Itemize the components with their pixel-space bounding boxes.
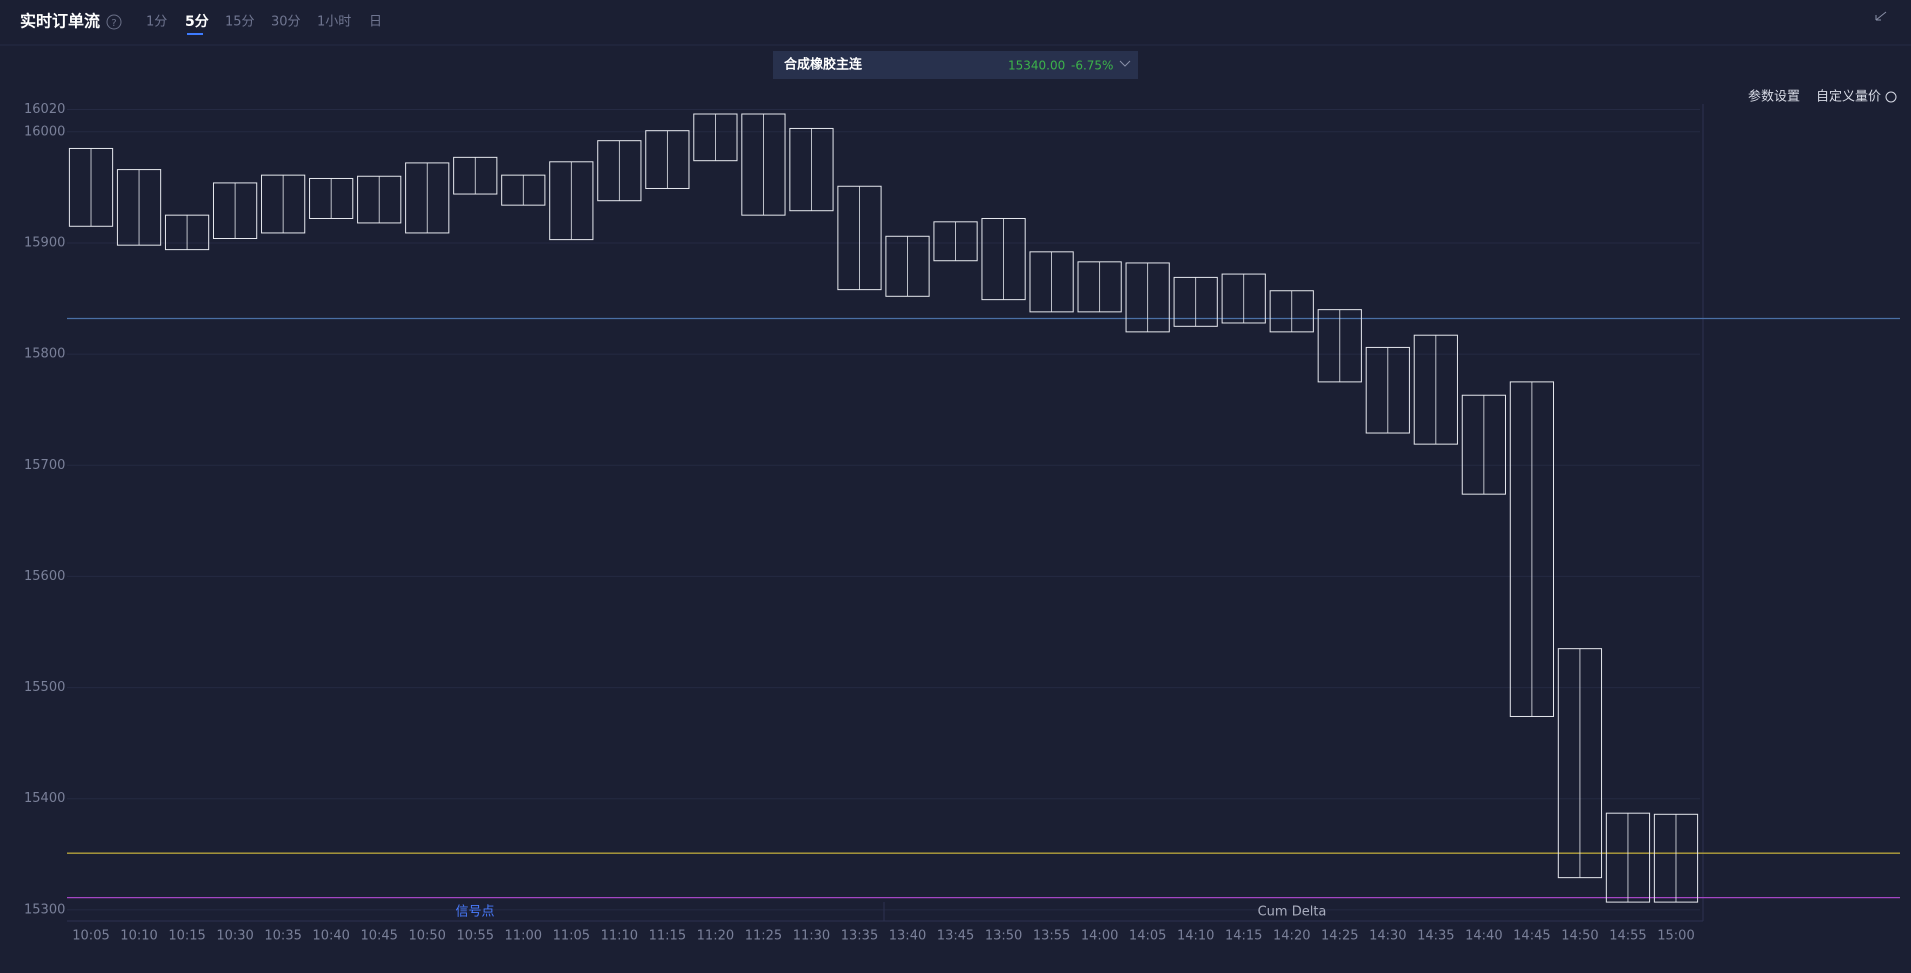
instrument-name: 合成橡胶主连 <box>784 57 863 73</box>
x-tick-label: 13:50 <box>985 929 1022 944</box>
x-tick-label: 11:25 <box>745 929 782 944</box>
x-tick-label: 13:55 <box>1033 929 1070 944</box>
y-tick-label: 15800 <box>24 347 65 362</box>
y-tick-label: 15900 <box>24 235 65 250</box>
x-tick-label: 14:25 <box>1321 929 1358 944</box>
instrument-price: 15340.00 <box>1008 59 1065 73</box>
x-tick-label: 11:00 <box>505 929 542 944</box>
x-tick-label: 10:35 <box>264 929 301 944</box>
y-tick-label: 15700 <box>24 458 65 473</box>
x-tick-label: 11:15 <box>649 929 686 944</box>
x-tick-label: 13:45 <box>937 929 974 944</box>
toolbar-button[interactable]: 自定义量价 <box>1816 90 1881 105</box>
x-tick-label: 10:50 <box>408 929 445 944</box>
y-tick-label: 16020 <box>24 102 65 117</box>
y-tick-label: 15400 <box>24 791 65 806</box>
tabs: 1分 5分 15分 30分 1小时 日 <box>146 14 382 35</box>
y-tick-label: 16000 <box>24 124 65 139</box>
toolbar-button[interactable]: 参数设置 <box>1748 89 1800 105</box>
instrument-box[interactable] <box>773 51 1138 79</box>
panel-label: Cum Delta <box>1258 905 1327 920</box>
panel-label: 信号点 <box>455 905 494 920</box>
y-tick-label: 15500 <box>24 680 65 695</box>
x-tick-label: 15:00 <box>1657 929 1694 944</box>
x-tick-label: 14:55 <box>1609 929 1646 944</box>
y-tick-label: 15600 <box>24 569 65 584</box>
tab-underline <box>187 33 203 35</box>
x-tick-label: 13:40 <box>889 929 926 944</box>
tab[interactable]: 30分 <box>271 15 301 30</box>
x-tick-label: 10:15 <box>168 929 205 944</box>
x-tick-label: 10:55 <box>457 929 494 944</box>
plot: 15300 15400 15500 15600 15700 15800 15900 16000… <box>24 102 1900 944</box>
x-tick-label: 13:35 <box>841 929 878 944</box>
instrument-change: -6.75% <box>1071 59 1113 73</box>
x-tick-label: 11:05 <box>553 929 590 944</box>
minimize-icon[interactable] <box>1875 11 1887 21</box>
x-tick-label: 10:45 <box>360 929 397 944</box>
tab[interactable]: 日 <box>369 15 382 30</box>
x-tick-label: 14:00 <box>1081 929 1118 944</box>
tab[interactable]: 5分 <box>185 14 209 30</box>
x-tick-label: 14:10 <box>1177 929 1214 944</box>
tab[interactable]: 1分 <box>146 15 167 30</box>
x-tick-label: 10:05 <box>72 929 109 944</box>
dropdown-icon[interactable] <box>1119 60 1131 67</box>
x-tick-label: 11:20 <box>697 929 734 944</box>
x-tick-label: 10:30 <box>216 929 253 944</box>
x-tick-label: 14:35 <box>1417 929 1454 944</box>
x-tick-label: 14:50 <box>1561 929 1598 944</box>
help-icon-glyph: ? <box>111 18 116 29</box>
x-tick-label: 14:30 <box>1369 929 1406 944</box>
x-tick-label: 10:10 <box>120 929 157 944</box>
x-tick-label: 11:10 <box>601 929 638 944</box>
tab[interactable]: 15分 <box>225 15 255 30</box>
x-tick-label: 14:20 <box>1273 929 1310 944</box>
x-tick-label: 10:40 <box>312 929 349 944</box>
y-tick-label: 15300 <box>24 902 65 917</box>
x-tick-label: 14:15 <box>1225 929 1262 944</box>
x-tick-label: 14:05 <box>1129 929 1166 944</box>
x-tick-label: 11:30 <box>793 929 830 944</box>
tab[interactable]: 1小时 <box>317 15 351 30</box>
info-icon[interactable] <box>1885 91 1897 103</box>
x-tick-label: 14:40 <box>1465 929 1502 944</box>
x-tick-label: 14:45 <box>1513 929 1550 944</box>
help-icon[interactable] <box>106 14 122 30</box>
app-title: 实时订单流 <box>20 12 100 31</box>
